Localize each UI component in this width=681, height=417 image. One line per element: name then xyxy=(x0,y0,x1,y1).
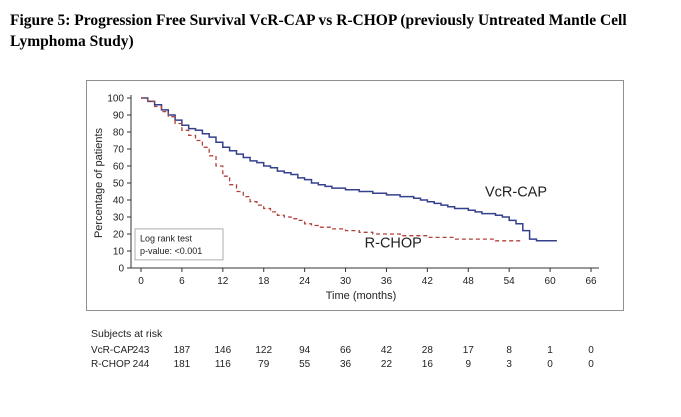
x-tick-label: 42 xyxy=(422,276,434,287)
risk-count: 16 xyxy=(422,359,434,370)
risk-count: 66 xyxy=(340,345,352,356)
y-tick-label: 0 xyxy=(118,263,124,274)
y-tick-label: 20 xyxy=(113,229,125,240)
x-tick-label: 66 xyxy=(585,276,597,287)
vcr-cap-curve-label: VcR-CAP xyxy=(485,184,547,200)
x-tick-label: 48 xyxy=(463,276,475,287)
risk-row-label: R-CHOP xyxy=(91,359,131,370)
risk-count: 36 xyxy=(340,359,352,370)
risk-count: 146 xyxy=(214,345,231,356)
x-tick-label: 12 xyxy=(217,276,229,287)
risk-count: 22 xyxy=(381,359,393,370)
risk-count: 0 xyxy=(588,345,594,356)
risk-count: 42 xyxy=(381,345,393,356)
figure-image-frame: 0 10 20 30 40 50 60 70 80 90 100 0 6 12 18 24 30 36 42 48 54… xyxy=(86,79,624,311)
risk-count: 187 xyxy=(174,345,191,356)
risk-count: 1 xyxy=(547,345,553,356)
y-tick-label: 70 xyxy=(113,144,125,155)
figure-area: 0 10 20 30 40 50 60 70 80 90 100 0 6 12 18 24 30 36 42 48 54… xyxy=(86,79,628,378)
y-tick-label: 90 xyxy=(113,110,125,121)
risk-count: 243 xyxy=(133,345,150,356)
x-tick-label: 0 xyxy=(138,276,144,287)
x-tick-label: 24 xyxy=(299,276,311,287)
km-plot: 0 10 20 30 40 50 60 70 80 90 100 0 6 12 18 24 30 36 42 48 54… xyxy=(93,93,599,302)
risk-count: 79 xyxy=(258,359,270,370)
y-tick-label: 80 xyxy=(113,127,125,138)
x-tick-label: 6 xyxy=(179,276,185,287)
risk-count: 3 xyxy=(506,359,512,370)
y-tick-label: 50 xyxy=(113,178,125,189)
y-tick-label: 40 xyxy=(113,195,125,206)
risk-count: 8 xyxy=(506,345,512,356)
figure-title: Figure 5: Progression Free Survival VcR-… xyxy=(10,12,627,50)
risk-count: 116 xyxy=(215,359,231,370)
risk-count: 17 xyxy=(463,345,475,356)
risk-count: 55 xyxy=(299,359,311,370)
risk-count: 0 xyxy=(588,359,594,370)
risk-table-area: Subjects at risk VcR-CAP 243 187 146 122 94 66 4… xyxy=(91,326,628,378)
logrank-annotation: Log rank test p-value: <0.001 xyxy=(134,228,224,261)
x-axis-label: Time (months) xyxy=(326,290,397,302)
risk-count: 244 xyxy=(133,359,150,370)
x-tick-label: 54 xyxy=(504,276,516,287)
x-tick-label: 60 xyxy=(545,276,557,287)
risk-count: 94 xyxy=(299,345,311,356)
r-chop-curve-label: R-CHOP xyxy=(365,235,422,251)
vcr-cap-curve xyxy=(141,97,557,242)
risk-count: 9 xyxy=(465,359,471,370)
x-tick-label: 30 xyxy=(340,276,352,287)
risk-count: 122 xyxy=(255,345,272,356)
risk-count: 181 xyxy=(174,359,191,370)
annotation-line-1: Log rank test xyxy=(140,233,193,243)
y-tick-label: 60 xyxy=(113,161,125,172)
y-axis-label: Percentage of patients xyxy=(93,127,105,238)
y-tick-label: 10 xyxy=(113,246,125,257)
y-tick-label: 100 xyxy=(107,93,124,104)
x-tick-label: 18 xyxy=(258,276,270,287)
risk-count: 0 xyxy=(547,359,553,370)
risk-count: 28 xyxy=(422,345,434,356)
annotation-box xyxy=(134,228,224,261)
r-chop-curve xyxy=(141,97,523,242)
y-tick-label: 30 xyxy=(113,212,125,223)
annotation-line-2: p-value: <0.001 xyxy=(140,246,202,256)
risk-row-label: VcR-CAP xyxy=(91,345,134,356)
x-tick-label: 36 xyxy=(381,276,393,287)
risk-header: Subjects at risk xyxy=(91,328,163,340)
